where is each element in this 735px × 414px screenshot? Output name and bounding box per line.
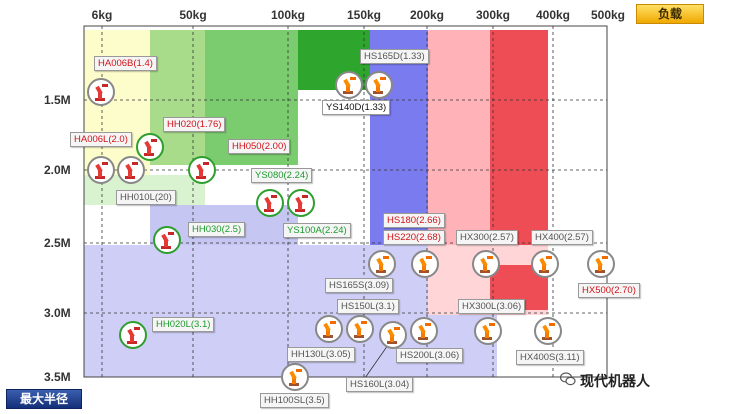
robot-HH030[interactable] <box>153 226 181 254</box>
label-HX500: HX500(2.70) <box>578 283 640 298</box>
robot-HX300L[interactable] <box>474 317 502 345</box>
robot-HA006B[interactable] <box>87 78 115 106</box>
zone-300kg <box>428 30 490 245</box>
y-tick-3-0m: 3.0M <box>44 306 71 320</box>
industrial-robot-arm-icon <box>595 256 608 273</box>
label-HX300L: HX300L(3.06) <box>458 299 526 314</box>
x-tick-100kg: 100kg <box>270 8 306 22</box>
robot-HH020L[interactable] <box>119 321 147 349</box>
label-HS200L: HS200L(3.06) <box>396 348 464 363</box>
x-tick-200kg: 200kg <box>409 8 445 22</box>
robot-HA006L[interactable] <box>87 156 115 184</box>
industrial-robot-arm-icon <box>264 195 277 212</box>
wechat-icon <box>560 372 576 386</box>
industrial-robot-arm-icon <box>125 162 138 179</box>
industrial-robot-arm-icon <box>289 369 302 386</box>
robot-HS200L[interactable] <box>410 317 438 345</box>
label-HX400S: HX400S(3.11) <box>516 350 584 365</box>
robot-HH130L[interactable] <box>315 315 343 343</box>
label-HH050: HH050(2.00) <box>228 139 291 154</box>
y-tick-2-5m: 2.5M <box>44 236 71 250</box>
x-tick-400kg: 400kg <box>535 8 571 22</box>
robot-HH050[interactable] <box>188 156 216 184</box>
industrial-robot-arm-icon <box>127 327 140 344</box>
industrial-robot-arm-icon <box>161 232 174 249</box>
label-HH020: HH020(1.76) <box>163 117 226 132</box>
label-HA006B: HA006B(1.4) <box>94 56 157 71</box>
industrial-robot-arm-icon <box>387 327 400 344</box>
x-tick-500kg: 500kg <box>590 8 626 22</box>
robot-HH020[interactable] <box>136 133 164 161</box>
robot-HS150L[interactable] <box>346 315 374 343</box>
industrial-robot-arm-icon <box>376 256 389 273</box>
label-HX300: HX300(2.57) <box>456 230 518 245</box>
label-HS165S: HS165S(3.09) <box>325 278 394 293</box>
label-HS180: HS180(2.66) <box>383 213 445 228</box>
label-HX400: HX400(2.57) <box>531 230 593 245</box>
robot-YS100A[interactable] <box>287 189 315 217</box>
industrial-robot-arm-icon <box>482 323 495 340</box>
label-HH010L: HH010L(20) <box>116 190 176 205</box>
x-tick-50kg: 50kg <box>179 8 207 22</box>
robot-HS180[interactable] <box>411 250 439 278</box>
label-HS165D: HS165D(1.33) <box>360 49 429 64</box>
industrial-robot-arm-icon <box>419 256 432 273</box>
industrial-robot-arm-icon <box>95 162 108 179</box>
payload-axis-button[interactable]: 负载 <box>636 4 704 24</box>
label-HH100SL: HH100SL(3.5) <box>260 393 329 408</box>
robot-HS160L[interactable] <box>379 321 407 349</box>
label-HH030: HH030(2.5) <box>188 222 246 237</box>
x-tick-300kg: 300kg <box>475 8 511 22</box>
robot-YS080[interactable] <box>256 189 284 217</box>
max-radius-axis-badge: 最大半径 <box>6 389 82 409</box>
label-HS160L: HS160L(3.04) <box>346 377 414 392</box>
label-HH130L: HH130L(3.05) <box>287 347 355 362</box>
label-HA006L: HA006L(2.0) <box>70 132 132 147</box>
robot-HX400S[interactable] <box>534 317 562 345</box>
robot-HX300[interactable] <box>472 250 500 278</box>
robot-HX500[interactable] <box>587 250 615 278</box>
industrial-robot-arm-icon <box>323 321 336 338</box>
robot-YS140D-a[interactable] <box>335 71 363 99</box>
robot-HX400[interactable] <box>531 250 559 278</box>
industrial-robot-arm-icon <box>539 256 552 273</box>
label-YS100A: YS100A(2.24) <box>283 223 351 238</box>
industrial-robot-arm-icon <box>144 139 157 156</box>
industrial-robot-arm-icon <box>480 256 493 273</box>
industrial-robot-arm-icon <box>354 321 367 338</box>
robot-HS165S[interactable] <box>368 250 396 278</box>
label-YS140D: YS140D(1.33) <box>322 100 391 115</box>
industrial-robot-arm-icon <box>95 84 108 101</box>
industrial-robot-arm-icon <box>343 77 356 94</box>
x-tick-150kg: 150kg <box>346 8 382 22</box>
industrial-robot-arm-icon <box>418 323 431 340</box>
industrial-robot-arm-icon <box>295 195 308 212</box>
robot-HH010L[interactable] <box>117 156 145 184</box>
plot-frame <box>83 25 608 378</box>
label-HH020L: HH020L(3.1) <box>152 317 215 332</box>
leader-HS160L <box>364 344 389 379</box>
x-tick-6kg: 6kg <box>91 8 113 22</box>
y-tick-2-0m: 2.0M <box>44 163 71 177</box>
label-HS150L: HS150L(3.1) <box>337 299 399 314</box>
y-tick-3-5m: 3.5M <box>44 370 71 384</box>
robot-YS140D-b[interactable] <box>365 71 393 99</box>
label-YS080: YS080(2.24) <box>251 168 313 183</box>
industrial-robot-arm-icon <box>542 323 555 340</box>
label-HS220: HS220(2.68) <box>383 230 445 245</box>
y-tick-1-5m: 1.5M <box>44 93 71 107</box>
zone-200kg <box>370 30 428 245</box>
watermark-text: 现代机器人 <box>580 373 650 389</box>
industrial-robot-arm-icon <box>196 162 209 179</box>
industrial-robot-arm-icon <box>373 77 386 94</box>
robot-HH100SL[interactable] <box>281 363 309 391</box>
